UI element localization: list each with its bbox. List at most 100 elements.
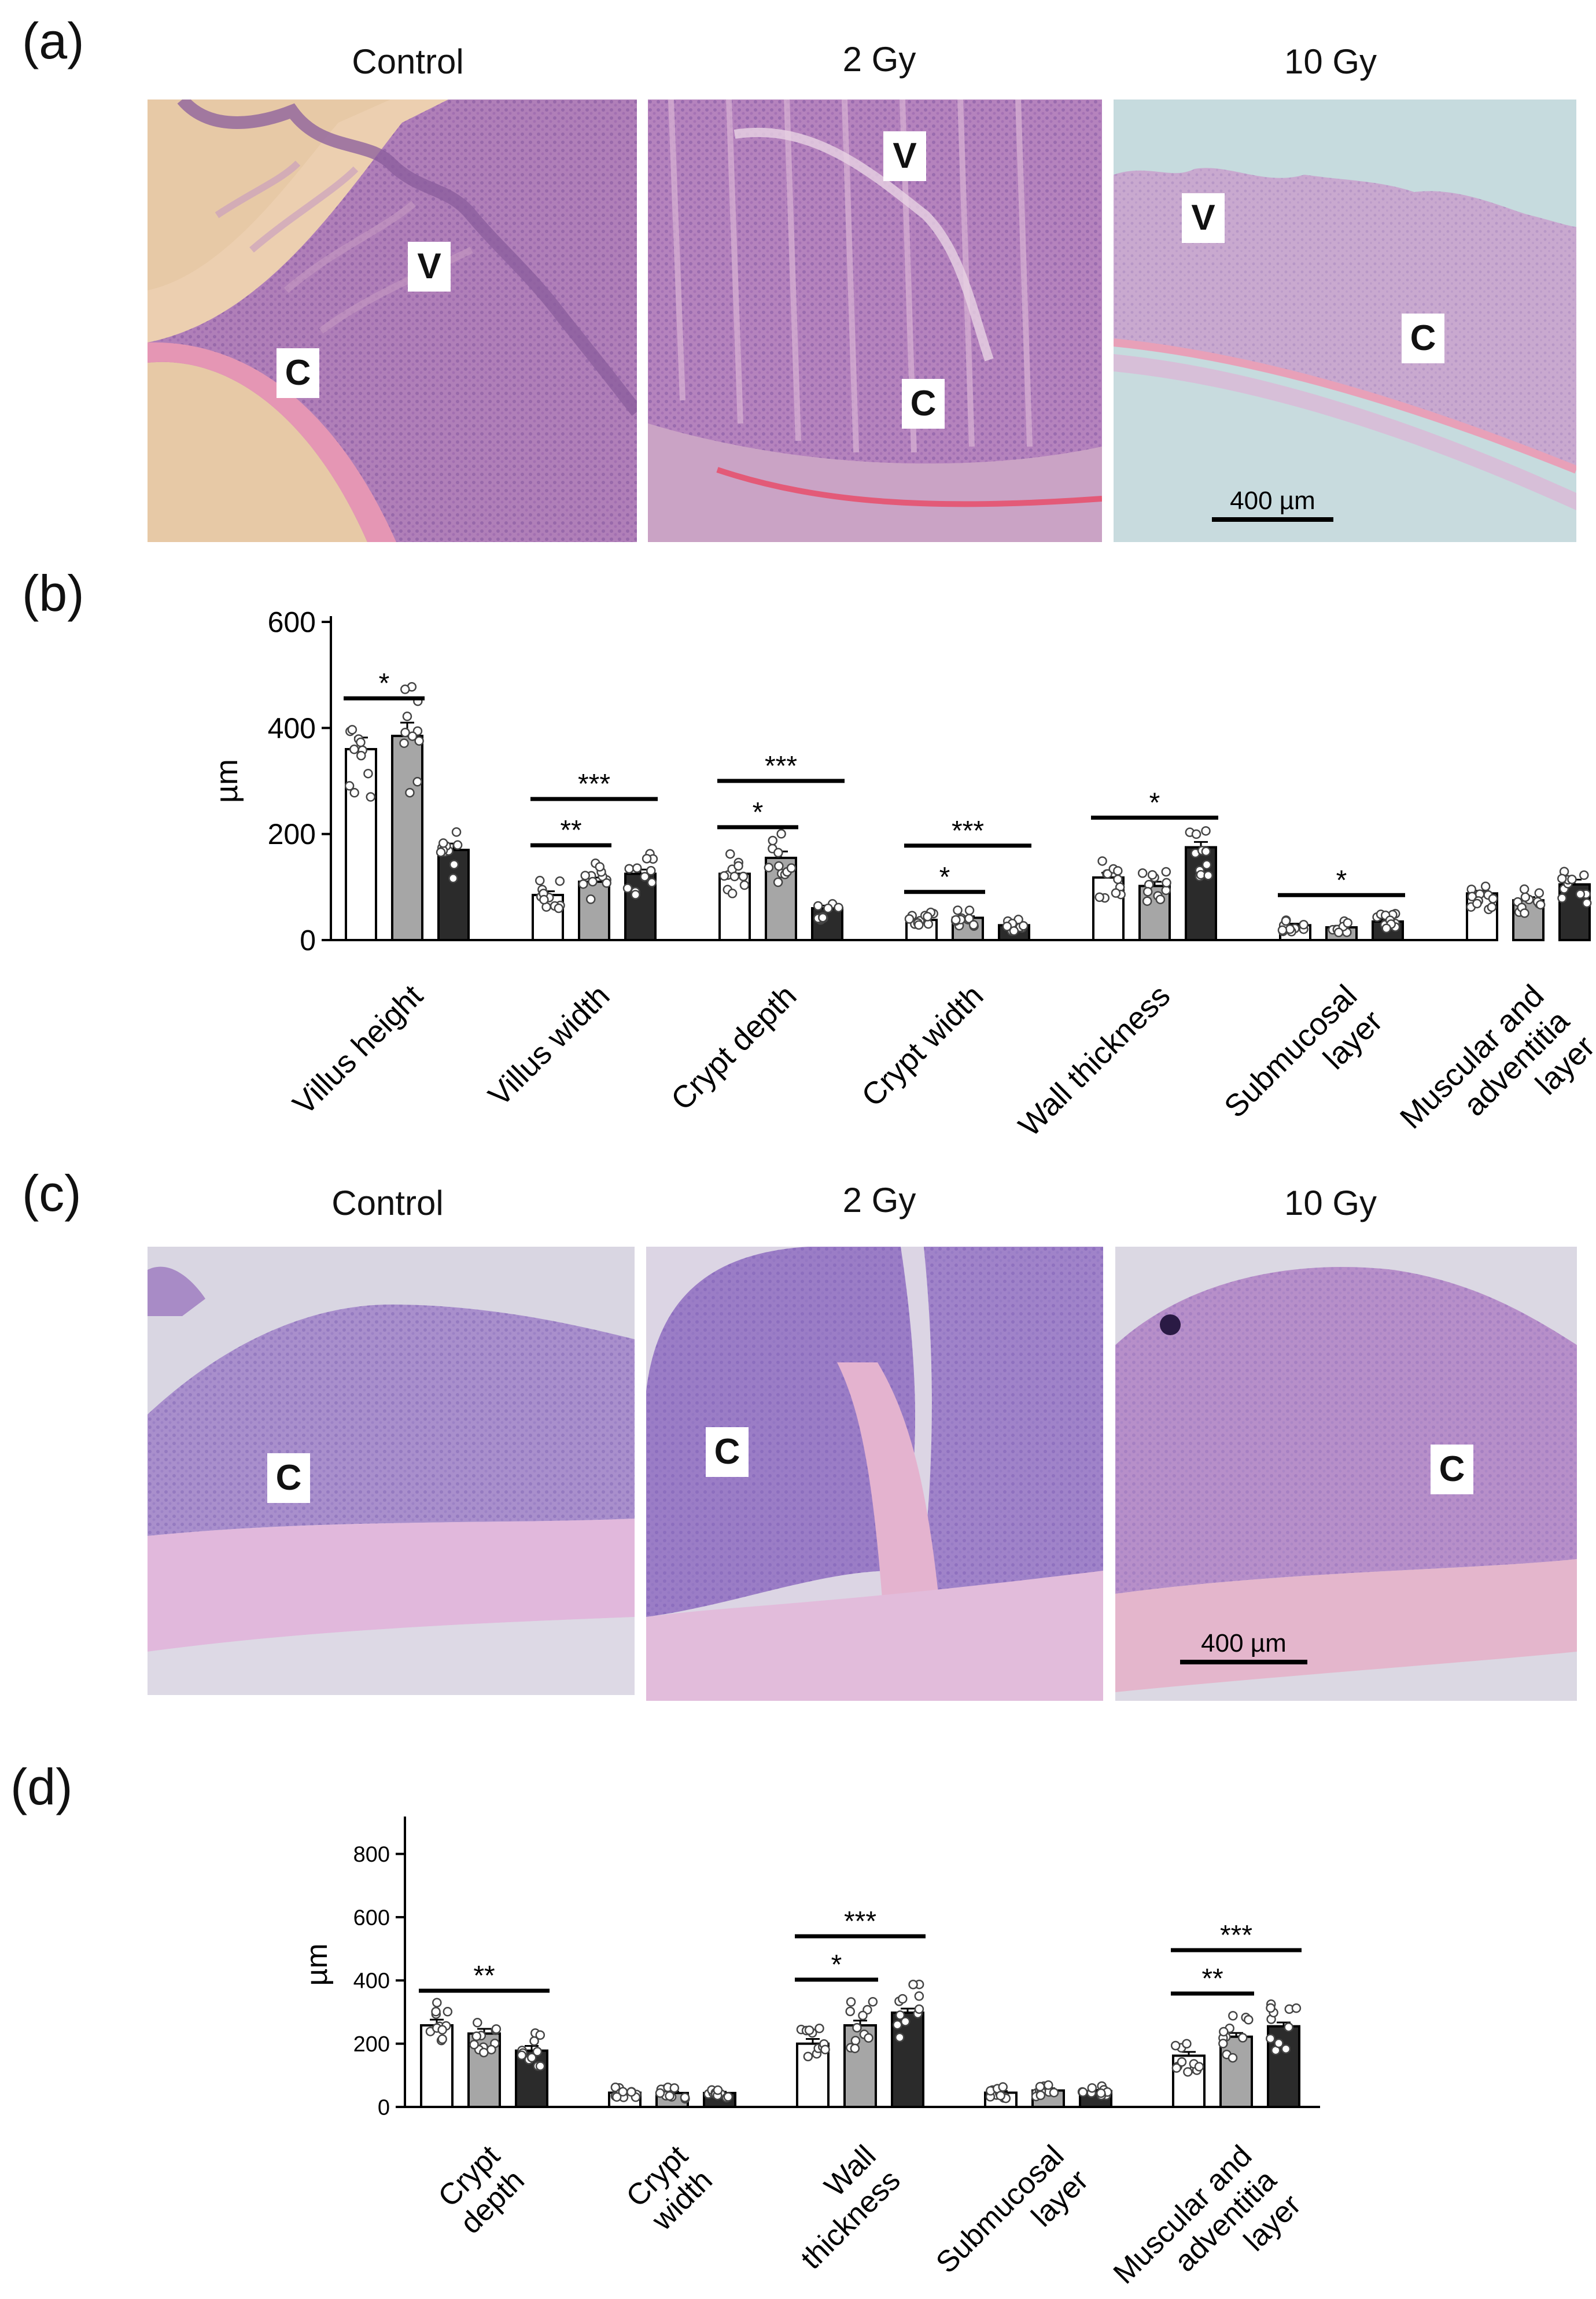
data-point-g4-s1 xyxy=(1137,868,1148,878)
data-point-g5-s0 xyxy=(1285,924,1295,934)
data-point-g0-s2 xyxy=(527,2053,537,2063)
data-point-g6-s2 xyxy=(1567,874,1577,885)
data-point-g4-s2 xyxy=(1203,871,1213,880)
data-point-g0-s0 xyxy=(443,2007,453,2017)
significance-label-3: ** xyxy=(1201,1963,1223,1994)
y-axis-label: µm xyxy=(300,1943,334,1985)
significance-label-8: * xyxy=(1336,865,1347,896)
label-villus-a-2gy: V xyxy=(883,131,926,181)
data-point-g4-s2 xyxy=(1201,860,1212,870)
y-tick-label: 600 xyxy=(353,1906,390,1930)
label-villus-a-10gy: V xyxy=(1182,193,1225,243)
label-crypt-a-control: C xyxy=(277,348,319,398)
data-point-g4-s1 xyxy=(1219,2027,1229,2037)
data-point-g5-s0 xyxy=(1299,920,1309,930)
category-label-6: Muscular andadventitialayer xyxy=(1394,978,1596,1145)
data-point-g2-s1 xyxy=(852,2022,862,2033)
panel-c-letter: (c) xyxy=(22,1165,82,1222)
data-point-g3-s0 xyxy=(998,2082,1008,2092)
data-point-g3-s2 xyxy=(1096,2088,1106,2098)
data-point-g3-s1 xyxy=(964,905,975,915)
data-point-g0-s2 xyxy=(452,840,463,850)
data-point-g2-s1 xyxy=(774,861,784,871)
data-point-g4-s0 xyxy=(1170,2040,1181,2051)
data-point-g1-s1 xyxy=(585,894,596,904)
data-point-g3-s2 xyxy=(1018,921,1029,931)
data-point-g0-s1 xyxy=(400,727,410,738)
panel-a-title-2gy: 2 Gy xyxy=(842,40,916,79)
data-point-g5-s0 xyxy=(1281,916,1291,926)
panel-c-title-control: Control xyxy=(331,1184,444,1222)
data-point-g5-s1 xyxy=(1333,927,1344,938)
data-point-g2-s0 xyxy=(804,2025,814,2035)
data-point-g4-s2 xyxy=(1191,829,1201,839)
y-tick-label: 800 xyxy=(353,1843,390,1867)
data-point-g2-s0 xyxy=(734,861,743,871)
data-point-g0-s0 xyxy=(349,788,359,798)
data-point-g0-s0 xyxy=(347,725,357,735)
data-point-g4-s0 xyxy=(1113,866,1123,876)
significance-label-6: *** xyxy=(952,816,984,846)
data-point-g2-s0 xyxy=(719,871,729,881)
data-point-g2-s0 xyxy=(739,880,750,890)
data-point-g0-s0 xyxy=(344,781,355,791)
panel-a-letter: (a) xyxy=(22,12,84,69)
data-point-g4-s2 xyxy=(1274,2038,1284,2049)
bar-g0-s1 xyxy=(391,735,423,941)
panel-c-title-10gy: 10 Gy xyxy=(1284,1184,1377,1222)
data-point-g3-s1 xyxy=(1049,2087,1059,2098)
panel-a-title-10gy: 10 Gy xyxy=(1284,42,1377,81)
data-point-g0-s1 xyxy=(412,777,422,787)
data-point-g2-s1 xyxy=(850,2043,860,2054)
significance-label-0: ** xyxy=(473,1961,495,1991)
data-point-g2-s2 xyxy=(895,2010,905,2020)
data-point-g0-s1 xyxy=(491,2024,502,2034)
data-point-g1-s0 xyxy=(554,903,564,913)
data-point-g1-s0 xyxy=(626,2087,636,2097)
data-point-g2-s1 xyxy=(764,863,774,872)
data-point-g6-s0 xyxy=(1488,894,1498,904)
data-point-g3-s2 xyxy=(1078,2087,1088,2097)
significance-label-3: * xyxy=(753,797,764,828)
data-point-g0-s1 xyxy=(399,738,409,748)
y-tick-label: 0 xyxy=(300,924,316,957)
data-point-g0-s2 xyxy=(448,874,458,883)
scale-bar-c: 400 µm xyxy=(1180,1629,1307,1664)
data-point-g1-s1 xyxy=(680,2092,690,2102)
data-point-g0-s1 xyxy=(469,2039,479,2050)
data-point-g4-s1 xyxy=(1228,2011,1238,2021)
data-point-g2-s1 xyxy=(786,863,797,873)
data-point-g6-s0 xyxy=(1480,881,1491,891)
data-point-g6-s2 xyxy=(1575,889,1586,899)
bar-g4-s0 xyxy=(1092,876,1125,941)
data-point-g2-s1 xyxy=(868,1996,878,2007)
data-point-g4-s0 xyxy=(1182,2039,1192,2049)
bar-g0-s0 xyxy=(420,2024,454,2108)
panel-d-letter: (d) xyxy=(10,1758,73,1815)
data-point-g3-s0 xyxy=(904,914,915,924)
panel-b-letter: (b) xyxy=(22,565,84,622)
data-point-g1-s1 xyxy=(578,879,588,889)
micrograph-a-10gy xyxy=(1114,100,1576,542)
data-point-g6-s1 xyxy=(1520,908,1529,918)
data-point-g2-s0 xyxy=(803,2051,813,2062)
data-point-g3-s2 xyxy=(1087,2083,1097,2093)
bar-g4-s1 xyxy=(1219,2035,1253,2109)
data-point-g5-s1 xyxy=(1343,918,1352,928)
data-point-g0-s0 xyxy=(431,2007,441,2017)
data-point-g1-s1 xyxy=(580,871,590,880)
significance-label-5: * xyxy=(939,862,950,893)
data-point-g0-s0 xyxy=(356,737,366,747)
data-point-g1-s2 xyxy=(723,2092,734,2102)
data-point-g0-s1 xyxy=(407,731,418,741)
data-point-g1-s1 xyxy=(602,878,611,888)
label-crypt-a-10gy: C xyxy=(1402,314,1444,363)
data-point-g4-s0 xyxy=(1113,874,1123,885)
data-point-g0-s2 xyxy=(529,2036,539,2046)
significance-label-2: *** xyxy=(578,769,610,800)
data-point-g0-s1 xyxy=(414,736,424,746)
data-point-g3-s1 xyxy=(951,915,961,925)
data-point-g6-s1 xyxy=(1519,884,1529,894)
data-point-g4-s1 xyxy=(1142,887,1153,897)
scale-bar-c-label: 400 µm xyxy=(1201,1629,1287,1657)
